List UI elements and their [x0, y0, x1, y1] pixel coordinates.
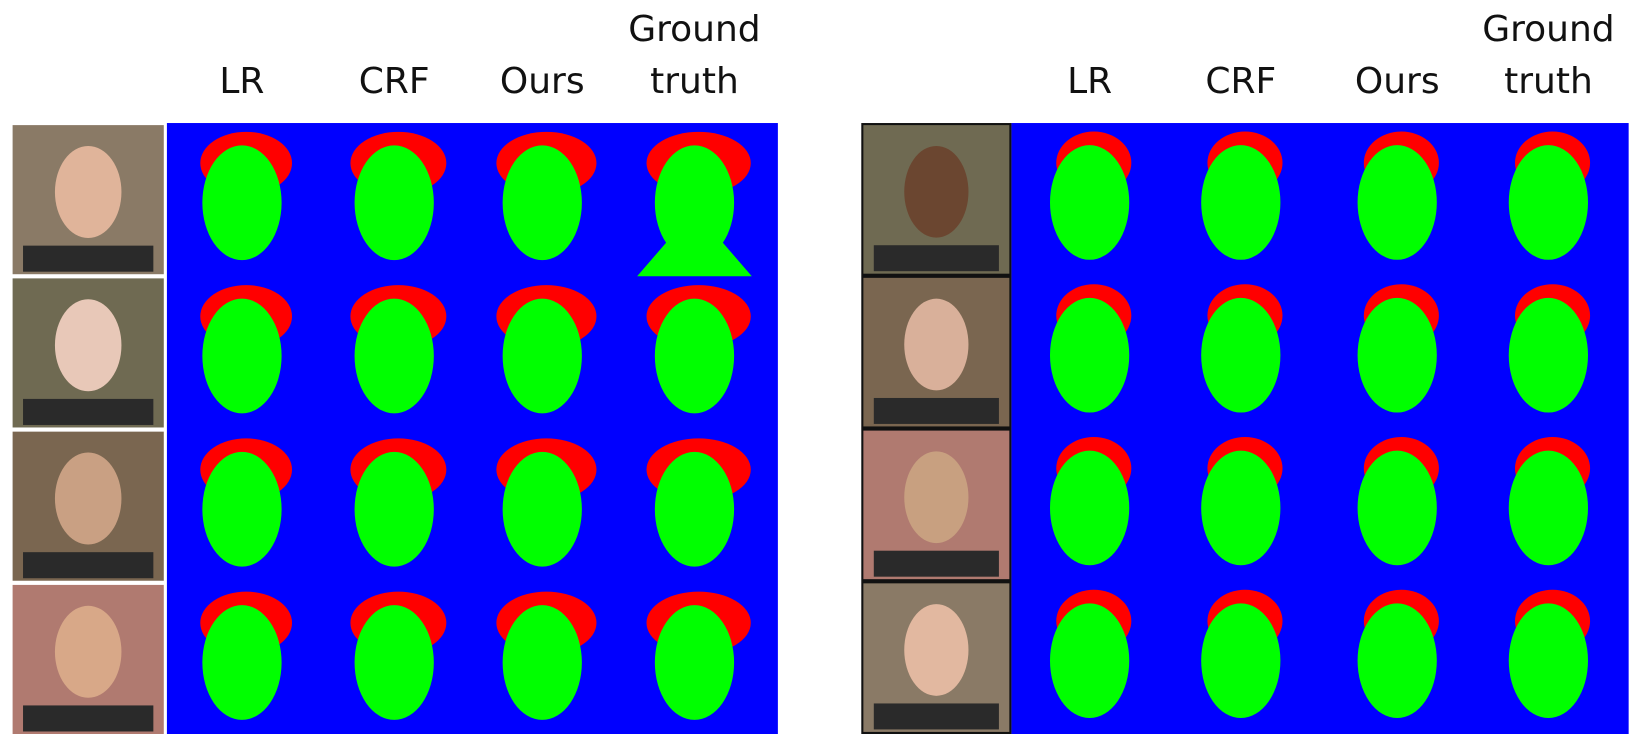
face-region	[655, 299, 734, 414]
column-header: Ours	[467, 56, 617, 108]
face-region	[1050, 603, 1129, 718]
face-region	[1509, 451, 1588, 566]
face-region	[1201, 298, 1280, 413]
face-region	[1358, 145, 1437, 260]
column-header: LR	[1015, 56, 1165, 108]
column-header: LR	[167, 56, 317, 108]
face	[55, 453, 122, 545]
face-region	[655, 605, 734, 720]
face-region	[503, 145, 582, 260]
figure	[0, 0, 1635, 734]
face	[55, 299, 122, 391]
face-region	[202, 452, 281, 567]
face-region	[355, 145, 434, 260]
face	[55, 606, 122, 698]
face-region	[503, 452, 582, 567]
shoulders	[874, 245, 999, 271]
shoulders	[23, 552, 153, 578]
column-header: Ground truth	[619, 4, 769, 108]
face-region	[503, 605, 582, 720]
shoulders	[874, 703, 999, 729]
column-header: CRF	[319, 56, 469, 108]
face-region	[202, 299, 281, 414]
face	[904, 451, 968, 543]
face	[904, 146, 968, 238]
shoulders	[23, 246, 153, 272]
face-region	[1201, 451, 1280, 566]
face	[904, 604, 968, 696]
face	[904, 299, 968, 391]
face-region	[1358, 298, 1437, 413]
column-header: CRF	[1166, 56, 1316, 108]
face-region	[1358, 451, 1437, 566]
face-region	[355, 299, 434, 414]
face-region	[1509, 145, 1588, 260]
face-region	[655, 452, 734, 567]
face-region	[355, 605, 434, 720]
face-region	[1050, 145, 1129, 260]
column-header: Ground truth	[1473, 4, 1623, 108]
face-region	[202, 145, 281, 260]
face-region	[1201, 603, 1280, 718]
face-region	[1509, 603, 1588, 718]
column-header: Ours	[1322, 56, 1472, 108]
face-region	[1509, 298, 1588, 413]
shoulders	[23, 705, 153, 731]
shoulders	[23, 399, 153, 425]
face-region	[202, 605, 281, 720]
shoulders	[874, 398, 999, 424]
face-region	[1201, 145, 1280, 260]
face	[55, 146, 122, 238]
face-region	[1358, 603, 1437, 718]
shoulders	[874, 551, 999, 577]
figure-page: LRCRFOursGround truthLRCRFOursGround tru…	[0, 0, 1635, 734]
face-region	[1050, 451, 1129, 566]
face-region	[503, 299, 582, 414]
face-region	[355, 452, 434, 567]
face-region	[1050, 298, 1129, 413]
